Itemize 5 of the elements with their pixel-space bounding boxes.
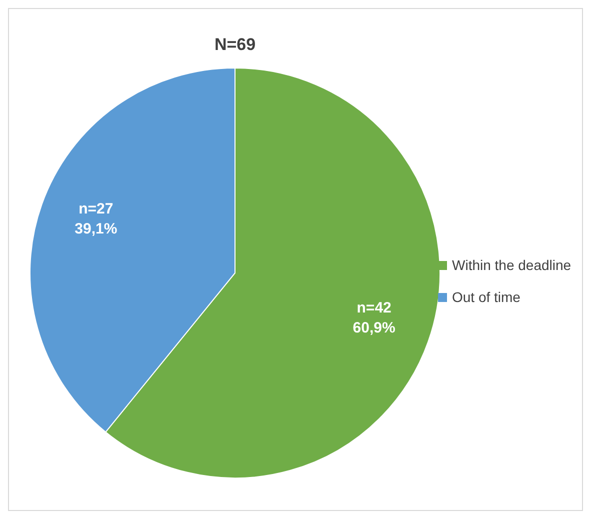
chart-title: N=69 (214, 35, 256, 54)
legend-label: Out of time (452, 289, 521, 305)
data-label: n=42 60,9% (352, 299, 396, 336)
data-label: n=27 39,1% (74, 200, 118, 238)
legend-label: Within the deadline (452, 257, 572, 273)
